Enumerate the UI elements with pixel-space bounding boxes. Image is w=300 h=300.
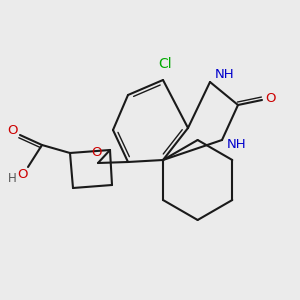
Text: O: O [7, 124, 17, 136]
Text: H: H [8, 172, 16, 185]
Text: O: O [17, 169, 27, 182]
Text: Cl: Cl [158, 57, 172, 71]
Text: O: O [265, 92, 275, 104]
Text: NH: NH [227, 139, 247, 152]
Text: NH: NH [215, 68, 235, 80]
Text: O: O [91, 146, 101, 160]
